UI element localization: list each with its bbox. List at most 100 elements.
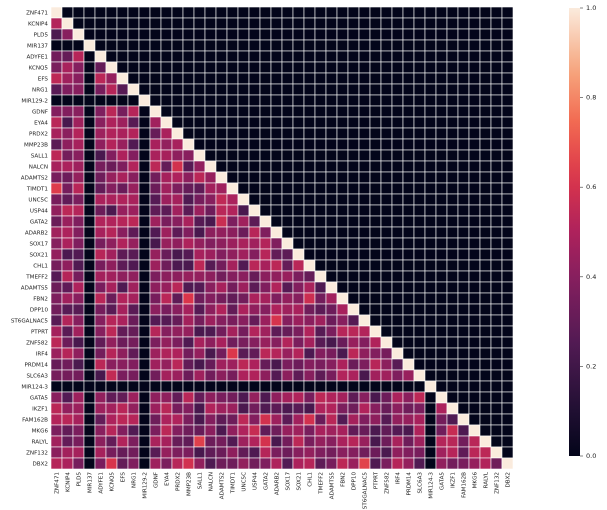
heatmap-cell-19-35 [435,215,448,228]
x-tick-label: DPP10 [352,472,358,491]
heatmap-cell-3-4 [94,39,107,52]
heatmap-cell-23-38 [468,259,481,272]
heatmap-cell-5-33 [413,61,426,74]
heatmap-cell-14-23 [303,160,316,173]
heatmap-cell-14-19 [259,160,272,173]
heatmap-cell-6-36 [446,72,459,85]
heatmap-cell-1-11 [171,17,184,30]
heatmap-cell-16-39 [479,182,492,195]
heatmap-cell-0-41 [501,6,514,19]
heatmap-cell-20-14 [204,226,217,239]
y-tick-label: RALYL [32,440,49,446]
heatmap-cell-14-5 [105,160,118,173]
heatmap-cell-0-30 [380,6,393,19]
heatmap-cell-25-2 [72,281,85,294]
heatmap-cell-13-24 [314,149,327,162]
heatmap-cell-34-25 [325,380,338,393]
heatmap-cell-5-4 [94,61,107,74]
heatmap-cell-26-28 [358,292,371,305]
heatmap-cell-19-8 [138,215,151,228]
heatmap-cell-15-34 [424,171,437,184]
heatmap-cell-32-16 [226,358,239,371]
heatmap-cell-37-31 [391,413,404,426]
heatmap-cell-19-6 [116,215,129,228]
heatmap-cell-11-22 [292,127,305,140]
heatmap-cell-19-27 [347,215,360,228]
heatmap-cell-27-34 [424,303,437,316]
heatmap-cell-29-32 [402,325,415,338]
heatmap-cell-29-23 [303,325,316,338]
heatmap-cell-37-21 [281,413,294,426]
heatmap-cell-38-15 [215,424,228,437]
heatmap-cell-7-17 [237,83,250,96]
heatmap-cell-10-25 [325,116,338,129]
heatmap-cell-29-10 [160,325,173,338]
heatmap-cell-2-33 [413,28,426,41]
heatmap-cell-10-36 [446,116,459,129]
heatmap-cell-27-6 [116,303,129,316]
heatmap-cell-14-12 [182,160,195,173]
heatmap-cell-4-27 [347,50,360,63]
heatmap-cell-33-20 [270,369,283,382]
heatmap-cell-27-41 [501,303,514,316]
heatmap-cell-9-30 [380,105,393,118]
heatmap-cell-35-2 [72,391,85,404]
heatmap-cell-3-26 [336,39,349,52]
heatmap-cell-40-6 [116,446,129,459]
heatmap-cell-34-23 [303,380,316,393]
heatmap-cell-35-24 [314,391,327,404]
y-tick-label: GDNF [32,110,48,116]
heatmap-cell-35-19 [259,391,272,404]
heatmap-cell-23-12 [182,259,195,272]
heatmap-cell-30-13 [193,336,206,349]
heatmap-cell-1-26 [336,17,349,30]
heatmap-cell-10-23 [303,116,316,129]
heatmap-cell-33-9 [149,369,162,382]
heatmap-cell-7-14 [204,83,217,96]
heatmap-cell-35-28 [358,391,371,404]
heatmap-cell-22-31 [391,248,404,261]
heatmap-cell-6-38 [468,72,481,85]
x-tick-label: PRDM14 [407,472,413,496]
heatmap-cell-10-14 [204,116,217,129]
heatmap-cell-0-31 [391,6,404,19]
heatmap-cell-39-38 [468,435,481,448]
heatmap-cell-14-7 [127,160,140,173]
heatmap-cell-23-36 [446,259,459,272]
heatmap-cell-7-41 [501,83,514,96]
heatmap-cell-8-40 [490,94,503,107]
heatmap-cell-19-23 [303,215,316,228]
heatmap-cell-7-19 [259,83,272,96]
heatmap-cell-41-12 [182,457,195,470]
heatmap-cell-31-7 [127,347,140,360]
heatmap-cell-36-11 [171,402,184,415]
heatmap-cell-10-31 [391,116,404,129]
heatmap-cell-6-17 [237,72,250,85]
heatmap-cell-14-21 [281,160,294,173]
heatmap-cell-1-24 [314,17,327,30]
heatmap-cell-36-41 [501,402,514,415]
heatmap-cell-41-35 [435,457,448,470]
heatmap-cell-23-39 [479,259,492,272]
heatmap-cell-15-9 [149,171,162,184]
heatmap-cell-18-24 [314,204,327,217]
heatmap-cell-12-33 [413,138,426,151]
heatmap-cell-24-30 [380,270,393,283]
heatmap-cell-37-11 [171,413,184,426]
heatmap-cell-38-0 [50,424,63,437]
heatmap-cell-30-33 [413,336,426,349]
heatmap-cell-19-39 [479,215,492,228]
heatmap-cell-18-8 [138,204,151,217]
heatmap-cell-22-9 [149,248,162,261]
heatmap-cell-20-9 [149,226,162,239]
heatmap-cell-14-30 [380,160,393,173]
heatmap-cell-35-6 [116,391,129,404]
heatmap-cell-36-38 [468,402,481,415]
heatmap-cell-8-34 [424,94,437,107]
heatmap-cell-7-39 [479,83,492,96]
heatmap-cell-36-14 [204,402,217,415]
heatmap-cell-14-27 [347,160,360,173]
heatmap-cell-8-27 [347,94,360,107]
heatmap-cell-5-32 [402,61,415,74]
heatmap-cell-32-4 [94,358,107,371]
